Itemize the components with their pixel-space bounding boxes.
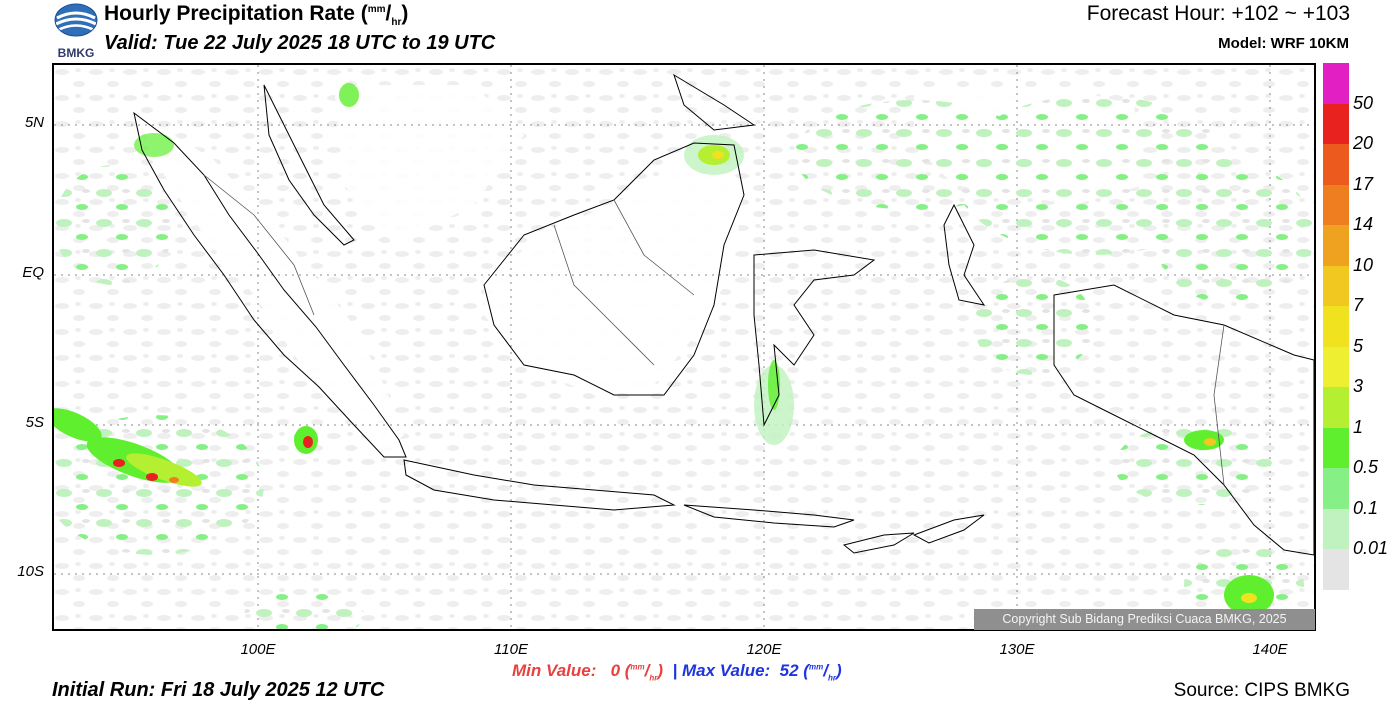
legend-label: 0.01 xyxy=(1353,538,1389,559)
legend-swatch xyxy=(1323,508,1349,550)
color-legend xyxy=(1323,63,1349,590)
legend-label: 50 xyxy=(1353,92,1374,113)
legend-label: 5 xyxy=(1353,335,1364,356)
legend-swatch xyxy=(1323,306,1349,347)
legend-swatch xyxy=(1323,346,1349,388)
lat-label-10s: 10S xyxy=(17,563,44,580)
model-label: Model: WRF 10KM xyxy=(1218,35,1349,52)
forecast-hour: Forecast Hour: +102 ~ +103 xyxy=(1086,2,1350,25)
title-unit-num: mm xyxy=(367,4,386,15)
legend-swatch xyxy=(1323,184,1349,226)
legend-label: 14 xyxy=(1353,214,1374,235)
map-title: Hourly Precipitation Rate (mm/hr) xyxy=(104,2,408,28)
legend-label: 0.5 xyxy=(1353,457,1379,478)
legend-swatch xyxy=(1323,63,1349,104)
coastlines xyxy=(133,73,1314,556)
min-value: Min Value: 0 (mm/hr) xyxy=(512,661,664,683)
legend-label: 10 xyxy=(1353,254,1374,275)
legend-swatch xyxy=(1323,225,1349,266)
legend-swatch xyxy=(1323,468,1349,509)
legend-label: 17 xyxy=(1353,173,1374,194)
title-close: ) xyxy=(401,2,409,25)
valid-time: Valid: Tue 22 July 2025 18 UTC to 19 UTC xyxy=(104,32,496,54)
title-text: Hourly Precipitation Rate ( xyxy=(104,2,368,25)
legend-label: 7 xyxy=(1353,295,1364,316)
logo-text: BMKG xyxy=(58,46,95,60)
title-unit-sep: / xyxy=(385,2,392,25)
bmkg-logo-icon: BMKG xyxy=(54,3,98,60)
value-separator: | xyxy=(672,661,678,680)
legend-label: 3 xyxy=(1353,376,1364,397)
legend-swatch xyxy=(1323,103,1349,145)
rain-cells-strong xyxy=(54,83,1274,615)
lon-label-140e: 140E xyxy=(1252,641,1288,658)
lon-label-130e: 130E xyxy=(999,641,1035,658)
province-borders xyxy=(203,174,1225,486)
legend-swatch xyxy=(1323,265,1349,307)
precipitation-map xyxy=(52,63,1316,631)
lat-label-eq: EQ xyxy=(22,264,44,281)
legend-swatch xyxy=(1323,427,1349,469)
legend-swatch xyxy=(1323,387,1349,428)
copyright-banner: Copyright Sub Bidang Prediksi Cuaca BMKG… xyxy=(974,609,1315,630)
max-value: Max Value: 52 (mm/hr) xyxy=(682,661,842,683)
lon-label-120e: 120E xyxy=(746,641,782,658)
legend-swatch xyxy=(1323,144,1349,185)
lon-label-110e: 110E xyxy=(494,641,528,658)
lon-label-100e: 100E xyxy=(240,641,276,658)
lat-label-5s: 5S xyxy=(25,414,44,431)
min-max-values: Min Value: 0 (mm/hr) | Max Value: 52 (mm… xyxy=(512,661,842,682)
legend-label: 1 xyxy=(1353,416,1364,437)
legend-label: 20 xyxy=(1353,133,1374,154)
initial-run: Initial Run: Fri 18 July 2025 12 UTC xyxy=(52,679,385,701)
bmkg-logo: BMKG xyxy=(52,2,100,60)
source-label: Source: CIPS BMKG xyxy=(1173,680,1350,701)
legend-swatch xyxy=(1323,549,1349,590)
map-canvas xyxy=(54,65,1314,629)
title-unit-den: hr xyxy=(391,17,402,29)
legend-label: 0.1 xyxy=(1353,497,1379,518)
lat-label-5n: 5N xyxy=(24,114,44,131)
